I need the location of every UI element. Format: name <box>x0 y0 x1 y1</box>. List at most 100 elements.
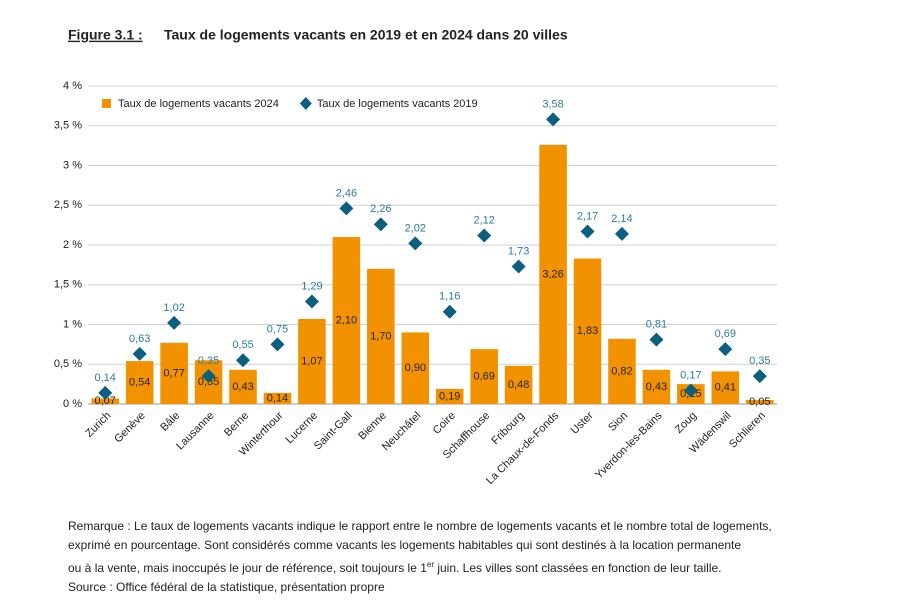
x-tick-label: Uster <box>569 409 596 436</box>
marker-value-label: 0,14 <box>95 372 116 384</box>
y-tick-label: 3 % <box>63 159 82 171</box>
figure-label: Figure 3.1 : <box>68 27 143 43</box>
bar-value-label: 0,14 <box>267 392 288 404</box>
diamond-marker <box>477 228 492 243</box>
bar <box>539 144 567 404</box>
y-tick-label: 3,5 % <box>54 120 82 132</box>
diamond-marker <box>580 224 595 239</box>
x-tick-label: Yverdon-les-Bains <box>593 409 665 481</box>
diamond-marker <box>683 383 698 398</box>
diamond-marker <box>98 385 113 400</box>
bar <box>711 371 740 404</box>
y-tick-label: 4 % <box>63 80 82 92</box>
diamond-marker <box>339 201 354 216</box>
diamond-marker <box>752 369 767 384</box>
marker-value-label: 0,55 <box>232 339 253 351</box>
marker-value-label: 0,35 <box>749 355 770 367</box>
bar-value-label: 0,82 <box>611 365 632 377</box>
note-line: exprimé en pourcentage. Sont considérés … <box>68 538 742 552</box>
marker-value-label: 2,14 <box>611 213 632 225</box>
y-tick-label: 0 % <box>63 398 82 410</box>
bar <box>125 361 154 404</box>
marker-value-label: 1,73 <box>508 245 529 257</box>
bar-value-label: 0,43 <box>646 381 667 393</box>
marker-value-label: 0,17 <box>680 369 701 381</box>
bar <box>573 258 602 404</box>
note-text: ou à la vente, mais inoccupés le jour de… <box>68 561 427 575</box>
diamond-marker <box>236 353 251 368</box>
marker-value-label: 0,75 <box>267 323 288 335</box>
bar <box>470 349 498 404</box>
bar-value-label: 0,90 <box>405 362 426 374</box>
marker-value-label: 2,12 <box>473 214 494 226</box>
bar-value-label: 0,48 <box>508 379 529 391</box>
bar <box>401 332 430 404</box>
y-tick-label: 2,5 % <box>54 199 82 211</box>
legend-label: Taux de logements vacants 2024 <box>118 98 279 110</box>
marker-value-label: 1,16 <box>439 291 460 303</box>
bar <box>608 338 636 404</box>
marker-value-label: 0,81 <box>646 319 667 331</box>
bar <box>504 365 533 404</box>
legend-swatch <box>299 97 312 110</box>
diamond-marker <box>649 332 664 347</box>
bar-value-label: 0,54 <box>129 376 150 388</box>
x-tick-label: Berne <box>222 410 251 439</box>
diamond-marker <box>132 346 147 361</box>
legend-swatch <box>102 99 111 108</box>
bar-value-label: 1,83 <box>577 325 598 337</box>
marker-value-label: 1,29 <box>301 280 322 292</box>
note-text: juin. Les villes sont classées en foncti… <box>434 561 722 575</box>
note-line: ou à la vente, mais inoccupés le jour de… <box>68 555 772 578</box>
bar-value-label: 0,05 <box>749 396 770 408</box>
bar <box>435 388 464 404</box>
x-tick-label: Saint-Gall <box>312 410 355 453</box>
y-tick-label: 2 % <box>63 239 82 251</box>
note-line: Remarque : Le taux de logements vacants … <box>68 519 772 533</box>
marker-value-label: 2,17 <box>577 210 598 222</box>
marker-value-label: 0,35 <box>198 355 219 367</box>
bar-value-label: 0,43 <box>232 381 253 393</box>
bar-value-label: 1,07 <box>301 355 322 367</box>
x-tick-label: Zurich <box>83 410 113 440</box>
diamond-marker <box>614 226 629 241</box>
x-tick-label: Coire <box>431 410 458 437</box>
bar-value-label: 3,26 <box>542 268 563 280</box>
bar-value-label: 0,07 <box>95 395 116 407</box>
diamond-marker <box>201 369 216 384</box>
y-tick-label: 0,5 % <box>54 358 82 370</box>
x-tick-label: Bienne <box>356 410 389 443</box>
diamond-marker <box>546 112 561 127</box>
marker-value-label: 0,63 <box>129 333 150 345</box>
diamond-marker <box>373 217 388 232</box>
diamond-marker <box>442 304 457 319</box>
marker-value-label: 2,46 <box>336 187 357 199</box>
bar <box>367 268 395 404</box>
marker-value-label: 1,02 <box>163 302 184 314</box>
bar-value-label: 0,41 <box>715 382 736 394</box>
diamond-marker <box>408 236 423 251</box>
bar <box>229 369 257 404</box>
bar <box>332 237 361 404</box>
bar <box>91 398 120 404</box>
note: Remarque : Le taux de logements vacants … <box>68 517 772 597</box>
bar <box>298 318 326 404</box>
x-tick-label: Schlieren <box>727 410 768 451</box>
diamond-marker <box>167 315 182 330</box>
marker-value-label: 3,58 <box>542 98 563 110</box>
marker-value-label: 2,26 <box>370 203 391 215</box>
x-tick-label: Zoug <box>673 410 699 436</box>
y-tick-label: 1 % <box>63 318 82 330</box>
diamond-marker <box>511 259 526 274</box>
bar-value-label: 2,10 <box>336 314 357 326</box>
x-tick-label: Bâle <box>158 410 182 434</box>
x-tick-label: Sion <box>606 410 630 434</box>
x-tick-label: Genève <box>112 410 148 446</box>
bar <box>745 400 774 404</box>
bar-value-label: 0,69 <box>473 370 494 382</box>
y-tick-label: 1,5 % <box>54 279 82 291</box>
bar <box>642 369 671 404</box>
bar <box>160 342 188 404</box>
note-sup: er <box>426 560 434 569</box>
